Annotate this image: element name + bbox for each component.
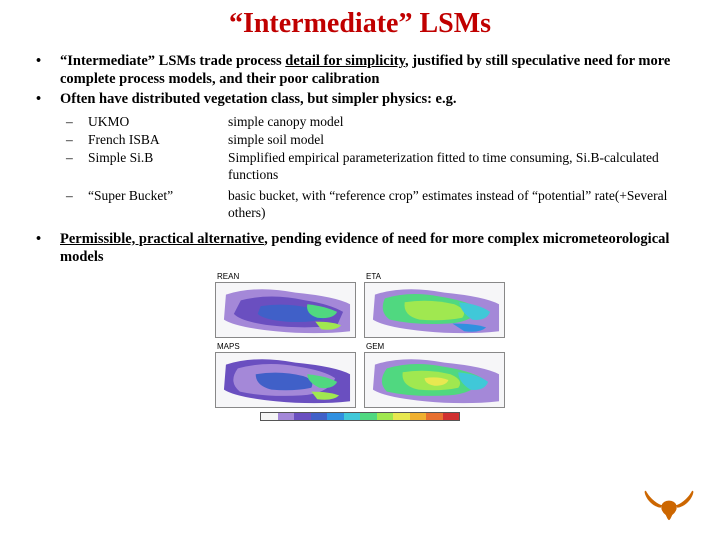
map-box: [215, 282, 356, 338]
sub-dash: –: [30, 132, 88, 149]
map-label-1: ETA: [364, 272, 505, 281]
sub-name-3: “Super Bucket”: [88, 188, 228, 222]
map-svg: [365, 353, 504, 407]
sub-name-2: Simple Si.B: [88, 150, 228, 184]
sub-desc-0: simple canopy model: [228, 114, 690, 131]
bullet-2: • Often have distributed vegetation clas…: [30, 90, 690, 108]
map-cell-gem: GEM: [364, 342, 505, 408]
map-label-2: MAPS: [215, 342, 356, 351]
map-svg: [365, 283, 504, 337]
sub-dash: –: [30, 150, 88, 184]
map-cell-maps: MAPS: [215, 342, 356, 408]
map-cell-eta: ETA: [364, 272, 505, 338]
colorbar-wrap: [215, 412, 505, 421]
bullet-3-underlined: Permissible, practical alternative: [60, 231, 264, 247]
bullet-marker: •: [30, 90, 60, 108]
map-box: [215, 352, 356, 408]
main-bullet-list: • “Intermediate” LSMs trade process deta…: [30, 52, 690, 108]
longhorn-logo-icon: [642, 488, 696, 524]
map-label-3: GEM: [364, 342, 505, 351]
map-label-0: REAN: [215, 272, 356, 281]
sub-dash: –: [30, 114, 88, 131]
map-box: [364, 282, 505, 338]
sub-name-1: French ISBA: [88, 132, 228, 149]
sub-desc-1: simple soil model: [228, 132, 690, 149]
figure-area: REAN ETA: [30, 272, 690, 421]
bullet-1: • “Intermediate” LSMs trade process deta…: [30, 52, 690, 88]
bullet-1-underlined: detail for simplicity: [285, 53, 405, 69]
sub-desc-3: basic bucket, with “reference crop” esti…: [228, 188, 690, 222]
map-svg: [216, 353, 355, 407]
sub-item: – “Super Bucket” basic bucket, with “ref…: [30, 188, 690, 222]
longhorn-svg: [642, 488, 696, 524]
bullet-marker: •: [30, 52, 60, 88]
main-bullet-list-2: • Permissible, practical alternative, pe…: [30, 230, 690, 266]
bullet-marker: •: [30, 230, 60, 266]
sub-item: – UKMO simple canopy model: [30, 114, 690, 131]
sub-item: – Simple Si.B Simplified empirical param…: [30, 150, 690, 184]
bullet-2-text: Often have distributed vegetation class,…: [60, 90, 690, 108]
bullet-3: • Permissible, practical alternative, pe…: [30, 230, 690, 266]
slide-title: “Intermediate” LSMs: [30, 8, 690, 40]
bullet-3-text: Permissible, practical alternative, pend…: [60, 230, 690, 266]
bullet-1-pre: “Intermediate” LSMs trade process: [60, 53, 285, 69]
bullet-2-pre: Often have distributed vegetation class,…: [60, 91, 456, 107]
sub-list: – UKMO simple canopy model – French ISBA…: [30, 114, 690, 221]
sub-name-0: UKMO: [88, 114, 228, 131]
map-cell-rean: REAN: [215, 272, 356, 338]
map-row-1: REAN ETA: [215, 272, 505, 338]
sub-desc-2: Simplified empirical parameterization fi…: [228, 150, 690, 184]
map-row-2: MAPS GEM: [215, 342, 505, 408]
sub-dash: –: [30, 188, 88, 222]
map-box: [364, 352, 505, 408]
colorbar: [260, 412, 460, 421]
map-svg: [216, 283, 355, 337]
maps-grid: REAN ETA: [215, 272, 505, 421]
sub-item: – French ISBA simple soil model: [30, 132, 690, 149]
bullet-1-text: “Intermediate” LSMs trade process detail…: [60, 52, 690, 88]
